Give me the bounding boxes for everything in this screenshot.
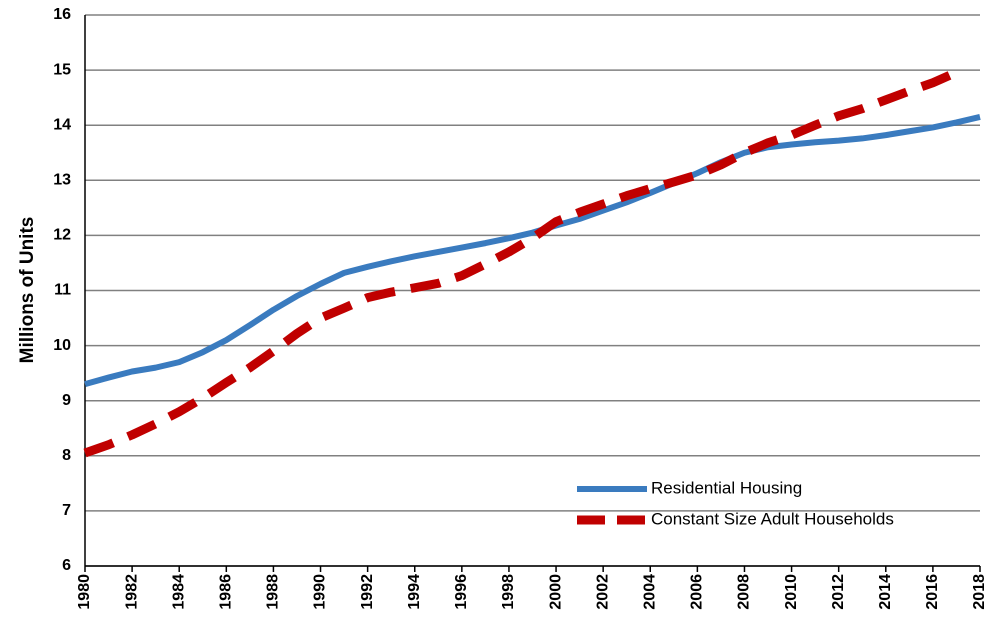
x-tick-label: 2004 bbox=[641, 574, 658, 610]
y-tick-label: 14 bbox=[53, 116, 71, 133]
x-tick-label: 1998 bbox=[500, 574, 517, 610]
y-tick-label: 8 bbox=[62, 447, 71, 464]
x-tick-label: 2016 bbox=[924, 574, 941, 610]
y-tick-label: 9 bbox=[62, 392, 71, 409]
x-tick-label: 2010 bbox=[783, 574, 800, 610]
y-tick-label: 16 bbox=[53, 6, 71, 23]
y-tick-label: 7 bbox=[62, 502, 71, 519]
x-tick-label: 1996 bbox=[453, 574, 470, 610]
x-tick-label: 2014 bbox=[877, 574, 894, 610]
x-tick-label: 2018 bbox=[971, 574, 988, 610]
x-tick-label: 1992 bbox=[359, 574, 376, 610]
y-axis-label: Millions of Units bbox=[17, 217, 38, 364]
y-tick-label: 13 bbox=[53, 172, 71, 189]
x-tick-label: 1994 bbox=[406, 574, 423, 610]
x-tick-label: 2012 bbox=[830, 574, 847, 610]
y-tick-label: 12 bbox=[53, 227, 71, 244]
x-tick-label: 2000 bbox=[547, 574, 564, 610]
legend-label: Residential Housing bbox=[651, 478, 802, 497]
series-line bbox=[84, 114, 981, 388]
x-tick-label: 2006 bbox=[689, 574, 706, 610]
x-tick-label: 1986 bbox=[218, 574, 235, 610]
series-line bbox=[83, 68, 959, 458]
y-tick-label: 10 bbox=[53, 337, 71, 354]
x-tick-label: 2008 bbox=[736, 574, 753, 610]
x-tick-label: 1984 bbox=[170, 574, 187, 610]
y-tick-label: 15 bbox=[53, 61, 71, 78]
y-tick-label: 11 bbox=[54, 282, 71, 299]
x-tick-label: 1980 bbox=[76, 574, 93, 610]
y-tick-label: 6 bbox=[62, 557, 71, 574]
x-tick-label: 1982 bbox=[123, 574, 140, 610]
x-tick-label: 2002 bbox=[594, 574, 611, 610]
legend-label: Constant Size Adult Households bbox=[651, 509, 894, 528]
x-tick-label: 1990 bbox=[312, 574, 329, 610]
x-tick-label: 1988 bbox=[265, 574, 282, 610]
